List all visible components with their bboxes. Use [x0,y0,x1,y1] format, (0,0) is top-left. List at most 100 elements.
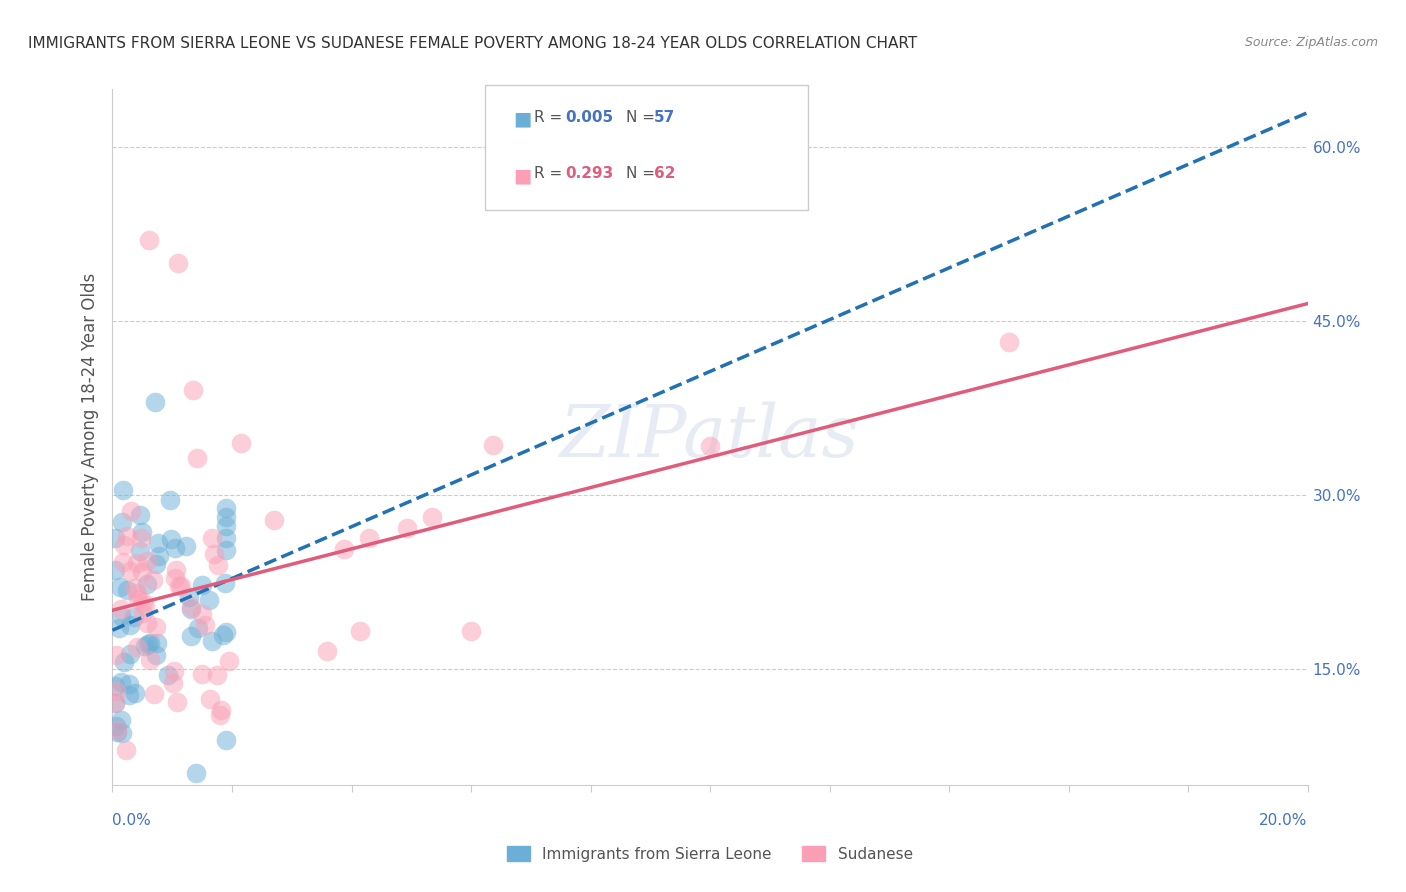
Point [209,703,232,717]
Point [198,691,221,706]
Point [207,558,229,573]
Text: ■: ■ [513,166,531,185]
Point [174,540,197,554]
Point [145,395,167,409]
Point [263,513,285,527]
Point [165,570,187,584]
Point [127,591,149,606]
Point [138,233,160,247]
Point [146,536,169,550]
Point [107,621,129,635]
Point [118,648,141,662]
Point [114,743,136,757]
Point [124,686,146,700]
Point [136,553,159,567]
Text: 62: 62 [654,167,675,181]
Point [315,644,337,658]
Text: R =: R = [534,111,568,125]
Point [131,566,153,580]
Point [184,766,207,780]
Text: 0.0%: 0.0% [112,814,152,828]
Point [104,719,127,733]
Point [112,555,135,569]
Point [180,599,202,614]
Point [165,563,187,577]
Point [148,549,170,564]
Point [129,543,152,558]
Point [104,696,127,710]
Point [127,586,149,600]
Point [160,532,183,546]
Point [136,616,159,631]
Point [170,580,193,594]
Point [139,636,162,650]
Point [110,609,132,624]
Point [134,599,156,613]
Point [214,576,236,591]
Text: IMMIGRANTS FROM SIERRA LEONE VS SUDANESE FEMALE POVERTY AMONG 18-24 YEAR OLDS CO: IMMIGRANTS FROM SIERRA LEONE VS SUDANESE… [28,36,917,51]
Point [181,383,204,397]
Point [180,629,202,643]
Point [167,256,190,270]
Point [211,628,233,642]
Point [124,582,146,596]
Point [131,524,153,539]
Point [105,725,128,739]
Point [460,624,482,638]
Point [186,451,208,466]
Point [215,542,238,557]
Point [194,618,217,632]
Point [118,688,141,702]
Text: 57: 57 [654,111,675,125]
Point [104,563,127,577]
Point [190,578,212,592]
Point [139,652,162,666]
Point [134,639,156,653]
Point [136,637,159,651]
Point [142,573,165,587]
Point [112,538,135,552]
Point [177,590,200,604]
Point [699,439,721,453]
Text: N =: N = [626,167,659,181]
Text: 0.005: 0.005 [565,111,613,125]
Text: R =: R = [534,167,568,181]
Point [187,621,209,635]
Point [156,668,179,682]
Point [215,500,238,515]
Point [112,655,135,669]
Text: 20.0%: 20.0% [1260,814,1308,828]
Point [104,679,127,693]
Point [112,483,135,497]
Point [215,510,238,524]
Point [132,606,155,620]
Point [146,636,169,650]
Point [118,618,141,632]
Point [108,580,131,594]
Point [159,492,181,507]
Point [131,531,153,545]
Point [180,602,202,616]
Point [145,648,167,662]
Point [104,532,127,546]
Point [215,531,238,545]
Point [215,732,238,747]
Point [998,334,1021,349]
Point [482,438,505,452]
Point [215,624,238,639]
Point [333,542,356,557]
Point [201,532,224,546]
Point [118,564,141,578]
Point [145,557,167,571]
Point [191,607,214,622]
Point [131,595,153,609]
Point [111,726,134,740]
Point [207,668,229,682]
Point [111,515,134,529]
Point [125,640,148,654]
Point [115,529,138,543]
Point [128,508,150,523]
Point [201,633,224,648]
Point [110,602,132,616]
Point [165,541,187,556]
